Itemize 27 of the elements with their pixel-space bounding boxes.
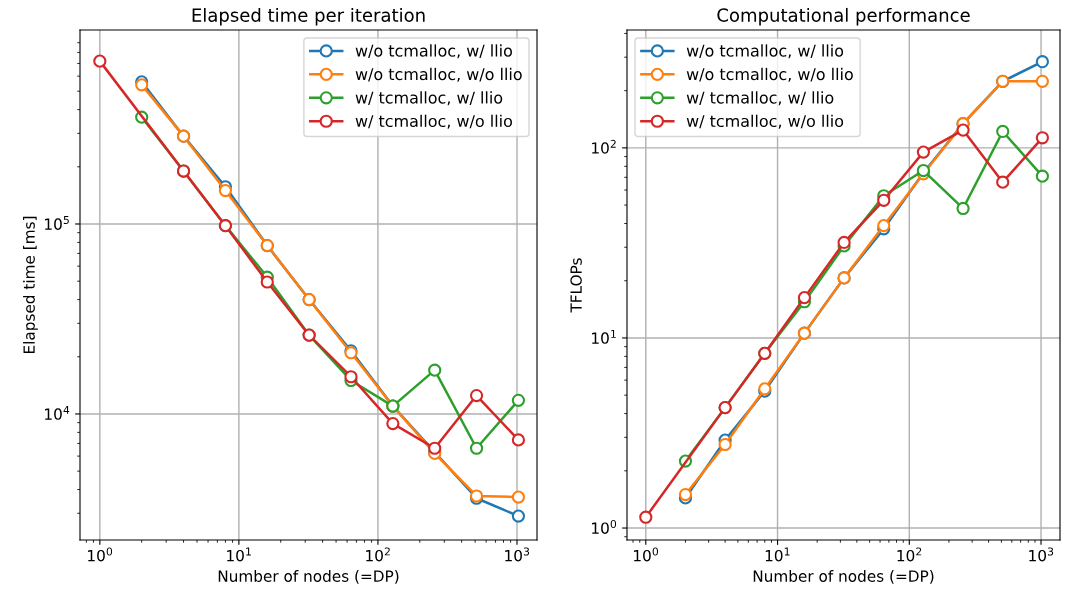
legend-label: w/o tcmalloc, w/ llio: [355, 44, 512, 59]
x-tick-label: 10$^{0}$: [634, 547, 659, 562]
legend-label: w/o tcmalloc, w/o llio: [355, 67, 522, 82]
x-tick-label: 10$^{0}$: [88, 547, 113, 562]
legend-label: w/ tcmalloc, w/o llio: [686, 114, 844, 129]
legend-label: w/o tcmalloc, w/o llio: [686, 67, 853, 82]
chart-title: Elapsed time per iteration: [192, 7, 425, 26]
y-axis-title: Elapsed time [ms]: [23, 216, 38, 353]
x-tick-label: 10$^{3}$: [1029, 547, 1054, 562]
legend-label: w/ tcmalloc, w/ llio: [686, 91, 834, 106]
chart-title: Computational performance: [717, 7, 970, 26]
legend-label: w/o tcmalloc, w/ llio: [686, 44, 844, 59]
x-axis-title: Number of nodes (=DP): [753, 570, 934, 584]
y-tick-label: 10$^{5}$: [45, 216, 69, 230]
x-tick-label: 10$^{2}$: [366, 547, 390, 562]
x-tick-label: 10$^{3}$: [505, 547, 530, 562]
y-tick-label: 10$^{1}$: [592, 330, 616, 344]
x-tick-label: 10$^{1}$: [227, 547, 251, 562]
x-axis-title: Number of nodes (=DP): [218, 570, 399, 584]
y-tick-label: 10$^{0}$: [592, 519, 617, 534]
y-tick-label: 10$^{2}$: [592, 139, 616, 154]
legend-label: w/ tcmalloc, w/ llio: [355, 91, 503, 106]
x-tick-label: 10$^{2}$: [897, 547, 922, 562]
y-axis-title: TFLOPs: [570, 258, 582, 313]
y-tick-label: 10$^{4}$: [45, 406, 70, 420]
legend-label: w/ tcmalloc, w/o llio: [355, 114, 512, 129]
x-tick-label: 10$^{1}$: [765, 547, 790, 562]
